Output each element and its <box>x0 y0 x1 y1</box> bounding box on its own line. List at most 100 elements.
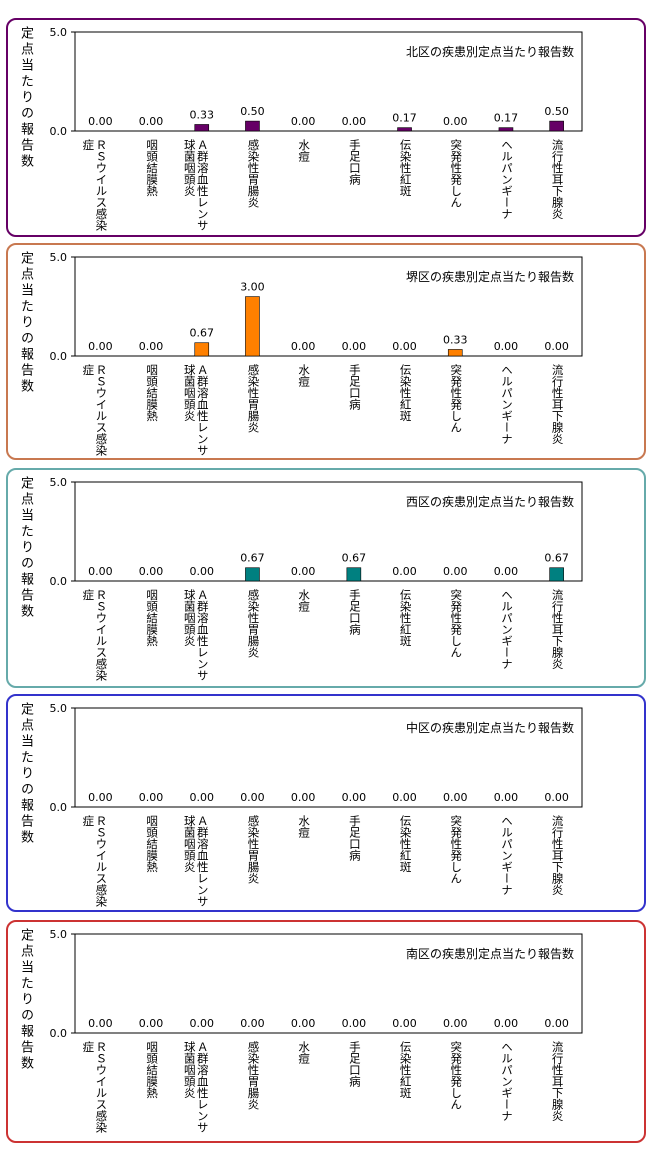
x-tick-label: 伝染性紅斑 <box>398 364 413 422</box>
chart: 0.0 5.0 北区の疾患別定点当たり報告数 0.00 0.00 0.33 0.50 0.00… <box>50 26 583 138</box>
value-label: 0.00 <box>443 1017 468 1030</box>
value-label: 0.33 <box>443 333 468 346</box>
x-tick-label: ヘルパンギーナ <box>499 364 514 445</box>
y-axis-label: 定点当たりの報告数 <box>18 702 33 846</box>
x-tick-label: 突発性発しん <box>449 589 464 658</box>
value-label: 0.00 <box>88 791 113 804</box>
value-label: 0.00 <box>494 565 519 578</box>
x-tick-label: Ａ群溶血性レンサ球菌咽頭炎 <box>182 364 210 456</box>
x-tick-label: 突発性発しん <box>449 364 464 433</box>
y-tick-label: 5.0 <box>50 26 68 39</box>
x-tick-label: 水痘 <box>297 1041 312 1064</box>
x-tick-label: 突発性発しん <box>449 139 464 208</box>
x-tick-label: Ａ群溶血性レンサ球菌咽頭炎 <box>182 815 210 907</box>
bar <box>447 349 463 357</box>
value-label: 0.50 <box>544 105 569 118</box>
y-tick-label: 0.0 <box>50 801 68 814</box>
x-tick-label: 感染性胃腸炎 <box>246 1041 261 1110</box>
bar <box>346 567 362 582</box>
x-tick-label: 伝染性紅斑 <box>398 1041 413 1099</box>
x-tick-label: 伝染性紅斑 <box>398 815 413 873</box>
value-label: 0.00 <box>494 1017 519 1030</box>
chart-title: 西区の疾患別定点当たり報告数 <box>406 494 574 509</box>
x-tick-label: 咽頭結膜熱 <box>145 1041 160 1099</box>
value-label: 0.00 <box>88 565 113 578</box>
x-tick-label: 突発性発しん <box>449 815 464 884</box>
x-tick-label: 突発性発しん <box>449 1041 464 1110</box>
x-tick-label: 咽頭結膜熱 <box>145 364 160 422</box>
x-tick-label: Ａ群溶血性レンサ球菌咽頭炎 <box>182 139 210 231</box>
plot-area <box>74 933 583 1034</box>
value-label: 0.17 <box>494 112 519 125</box>
value-label: 0.67 <box>544 552 569 565</box>
value-label: 0.00 <box>291 1017 316 1030</box>
x-tick-label: 手足口病 <box>347 589 362 635</box>
chart: 0.0 5.0 南区の疾患別定点当たり報告数 0.00 0.00 0.00 0.00 0.00… <box>50 928 583 1040</box>
chart-title: 中区の疾患別定点当たり報告数 <box>406 720 574 735</box>
chart-panel: 0.0 5.0 南区の疾患別定点当たり報告数 0.00 0.00 0.00 0.00 0.00… <box>6 920 646 1143</box>
x-tick-label: ＲＳウイルス感染症 <box>81 364 109 456</box>
x-tick-label: 咽頭結膜熱 <box>145 139 160 197</box>
plot-area <box>74 31 583 132</box>
y-tick-label: 0.0 <box>50 575 68 588</box>
value-label: 0.00 <box>291 340 316 353</box>
x-tick-label: ヘルパンギーナ <box>499 589 514 670</box>
value-label: 0.00 <box>392 565 417 578</box>
x-tick-label: 流行性耳下腺炎 <box>550 589 565 670</box>
value-label: 0.67 <box>342 552 367 565</box>
x-tick-label: ヘルパンギーナ <box>499 815 514 896</box>
x-tick-label: 水痘 <box>297 364 312 387</box>
x-tick-label: ＲＳウイルス感染症 <box>81 1041 109 1133</box>
chart: 0.0 5.0 西区の疾患別定点当たり報告数 0.00 0.00 0.00 0.67 0.00… <box>50 476 583 588</box>
value-label: 0.00 <box>190 1017 215 1030</box>
value-label: 0.00 <box>88 115 113 128</box>
y-tick-label: 0.0 <box>50 350 68 363</box>
y-tick-label: 0.0 <box>50 1027 68 1040</box>
y-tick-label: 5.0 <box>50 928 68 941</box>
y-tick-label: 5.0 <box>50 251 68 264</box>
value-label: 0.50 <box>240 105 265 118</box>
value-label: 0.33 <box>190 108 215 121</box>
x-tick-label: 伝染性紅斑 <box>398 589 413 647</box>
x-tick-label: 感染性胃腸炎 <box>246 139 261 208</box>
y-axis-label: 定点当たりの報告数 <box>18 26 33 170</box>
value-label: 0.00 <box>392 791 417 804</box>
x-tick-label: 水痘 <box>297 815 312 838</box>
bar <box>194 342 210 357</box>
chart-panel: 0.0 5.0 堺区の疾患別定点当たり報告数 0.00 0.00 0.67 3.00 0.00… <box>6 243 646 460</box>
value-label: 0.00 <box>342 340 367 353</box>
value-label: 0.00 <box>544 340 569 353</box>
x-tick-label: Ａ群溶血性レンサ球菌咽頭炎 <box>182 589 210 681</box>
bar <box>245 567 260 582</box>
value-label: 0.00 <box>88 1017 113 1030</box>
chart-title: 北区の疾患別定点当たり報告数 <box>406 44 574 59</box>
value-label: 0.00 <box>392 1017 417 1030</box>
chart: 0.0 5.0 堺区の疾患別定点当たり報告数 0.00 0.00 0.67 3.00 0.00… <box>50 251 583 363</box>
value-label: 0.00 <box>139 115 164 128</box>
bar <box>245 120 260 132</box>
bar <box>245 296 260 357</box>
x-tick-label: ＲＳウイルス感染症 <box>81 815 109 907</box>
x-tick-label: ＲＳウイルス感染症 <box>81 589 109 681</box>
bar <box>549 120 564 132</box>
value-label: 0.00 <box>291 115 316 128</box>
chart-panel: 0.0 5.0 西区の疾患別定点当たり報告数 0.00 0.00 0.00 0.67 0.00… <box>6 468 646 688</box>
chart-title: 南区の疾患別定点当たり報告数 <box>406 946 574 961</box>
value-label: 3.00 <box>240 281 265 294</box>
value-label: 0.00 <box>342 115 367 128</box>
x-tick-label: ヘルパンギーナ <box>499 1041 514 1122</box>
value-label: 0.00 <box>443 791 468 804</box>
value-label: 0.00 <box>139 791 164 804</box>
value-label: 0.00 <box>139 565 164 578</box>
value-label: 0.00 <box>190 565 215 578</box>
value-label: 0.00 <box>139 1017 164 1030</box>
chart-title: 堺区の疾患別定点当たり報告数 <box>406 269 574 284</box>
x-tick-label: ヘルパンギーナ <box>499 139 514 220</box>
x-tick-label: 手足口病 <box>347 1041 362 1087</box>
plot-area <box>74 481 583 582</box>
value-label: 0.67 <box>190 327 215 340</box>
x-tick-label: 手足口病 <box>347 815 362 861</box>
value-label: 0.00 <box>190 791 215 804</box>
value-label: 0.00 <box>494 340 519 353</box>
